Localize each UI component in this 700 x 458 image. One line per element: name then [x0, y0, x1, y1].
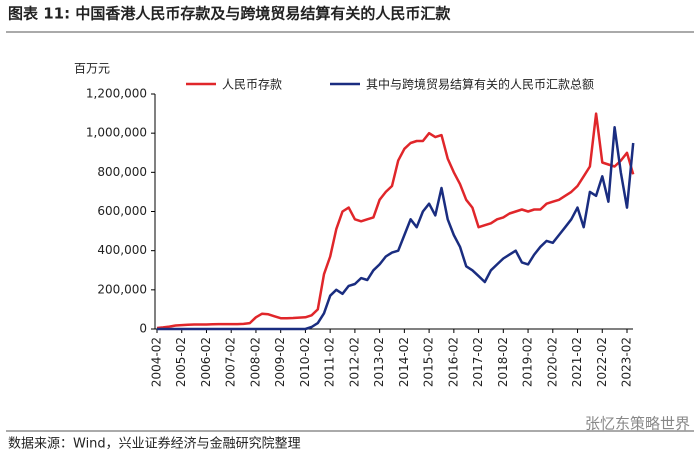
y-tick-label: 0 — [139, 322, 147, 336]
x-tick-label: 2023-02 — [620, 337, 634, 387]
x-tick-label: 2020-02 — [545, 337, 559, 387]
x-tick-label: 2005-02 — [174, 337, 188, 387]
x-tick-label: 2009-02 — [273, 337, 287, 387]
x-tick-label: 2019-02 — [521, 337, 535, 387]
y-tick-label: 200,000 — [97, 282, 147, 296]
x-tick-label: 2012-02 — [347, 337, 361, 387]
y-unit: 百万元 — [74, 62, 110, 76]
watermark: 张忆东策略世界 — [585, 415, 690, 433]
x-tick-label: 2018-02 — [496, 337, 510, 387]
y-tick-label: 1,200,000 — [86, 87, 147, 101]
legend-label: 人民币存款 — [222, 78, 282, 92]
x-tick-label: 2015-02 — [422, 337, 436, 387]
series-line — [156, 112, 635, 330]
x-tick-label: 2017-02 — [471, 337, 485, 387]
x-tick-label: 2021-02 — [570, 337, 584, 387]
x-tick-label: 2014-02 — [397, 337, 411, 387]
x-tick-label: 2007-02 — [224, 337, 238, 387]
series-line — [157, 126, 635, 331]
x-tick-label: 2004-02 — [150, 337, 164, 387]
y-tick-label: 400,000 — [97, 243, 147, 257]
x-tick-label: 2006-02 — [199, 337, 213, 387]
y-tick-label: 1,000,000 — [86, 126, 147, 140]
y-tick-label: 800,000 — [97, 165, 147, 179]
x-tick-label: 2013-02 — [372, 337, 386, 387]
x-tick-label: 2008-02 — [248, 337, 262, 387]
x-tick-label: 2022-02 — [595, 337, 609, 387]
y-tick-label: 600,000 — [97, 204, 147, 218]
x-tick-label: 2016-02 — [446, 337, 460, 387]
source: 数据来源：Wind，兴业证券经济与金融研究院整理 — [8, 436, 301, 452]
x-tick-label: 2010-02 — [298, 337, 312, 387]
chart-title: 图表 11: 中国香港人民币存款及与跨境贸易结算有关的人民币汇款 — [8, 5, 451, 23]
x-tick-label: 2011-02 — [323, 337, 337, 387]
legend-label: 其中与跨境贸易结算有关的人民币汇款总额 — [366, 77, 594, 92]
